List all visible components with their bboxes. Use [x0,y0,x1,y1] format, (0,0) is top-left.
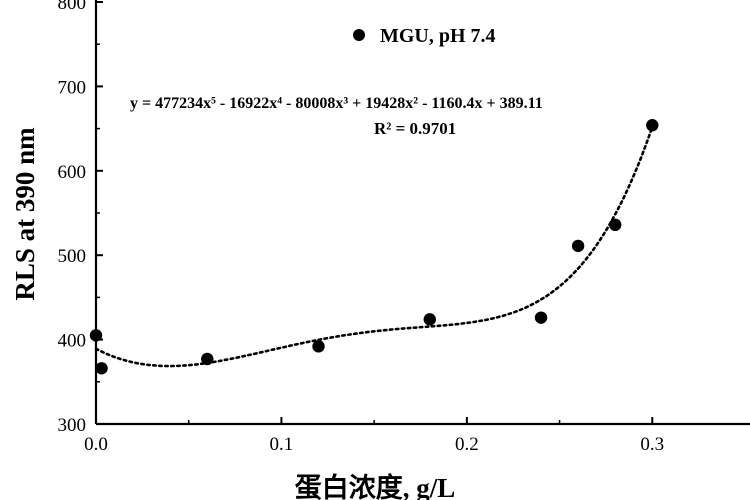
fit-curve [94,125,654,368]
axes [94,0,750,426]
fit-curve-group [94,125,654,368]
y-tick-label: 300 [58,415,87,436]
data-point [534,311,548,324]
y-tick-label: 800 [58,0,87,14]
y-axis-title: RLS at 390 nm [10,127,40,301]
data-point [312,340,325,353]
legend-label: MGU, pH 7.4 [380,25,496,47]
x-tick-label: 0.1 [270,434,294,455]
y-tick-label: 500 [58,246,87,267]
data-point [571,239,585,253]
x-axis-title: 蛋白浓度, g/L [295,472,456,500]
data-point [95,362,108,375]
y-tick-label: 600 [58,162,87,183]
y-tick-label: 700 [58,77,87,98]
data-points [89,119,659,375]
y-tick-label: 400 [58,331,87,352]
data-point [609,218,622,232]
axis-ticks: 300 400 500 600 700 800 0.0 0.1 0.2 0.3 [58,0,665,455]
x-tick-label: 0.0 [84,434,108,455]
fit-equation: y = 477234x⁵ - 16922x⁴ - 80008x³ + 19428… [130,95,543,112]
data-point [646,119,659,132]
x-tick-label: 0.3 [640,434,664,455]
legend-marker [353,29,365,41]
fit-r-squared: R² = 0.9701 [374,119,456,138]
data-point [423,313,436,326]
x-tick-label: 0.2 [455,434,479,455]
data-point [201,352,214,366]
data-point [89,329,103,342]
